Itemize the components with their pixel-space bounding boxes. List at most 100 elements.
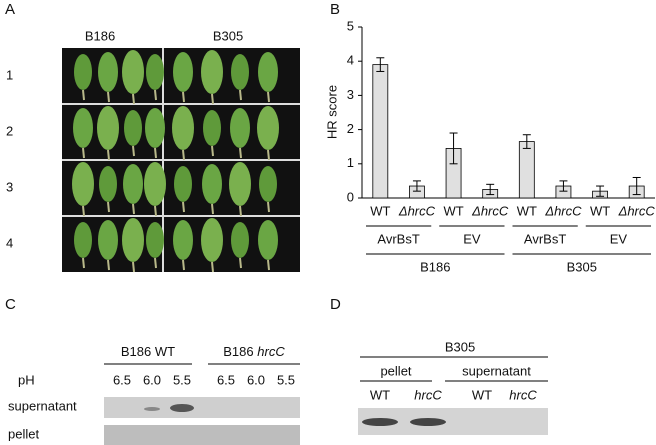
error-bar — [596, 185, 605, 197]
leaf — [201, 218, 223, 262]
petiole — [82, 147, 85, 159]
label: 6.0 — [143, 372, 161, 387]
leaf — [146, 222, 164, 258]
petiole — [239, 89, 242, 101]
label: ΔhrcC — [398, 203, 436, 218]
leaf — [231, 222, 249, 258]
leaf — [122, 218, 144, 262]
header: B186 WT — [121, 344, 175, 359]
leaf — [259, 166, 277, 202]
label: WT — [370, 203, 390, 218]
petiole — [267, 91, 270, 103]
leaf — [173, 52, 193, 92]
leaf — [72, 162, 94, 206]
label: 4 — [6, 235, 13, 250]
label: B305 — [213, 28, 243, 43]
panel-label: D — [330, 296, 341, 313]
petiole — [267, 201, 270, 213]
leaf — [124, 110, 142, 146]
label: ΔhrcC — [544, 203, 582, 218]
label: 5.5 — [277, 372, 295, 387]
band — [170, 404, 194, 412]
petiole — [182, 259, 185, 271]
label: pellet — [8, 426, 39, 441]
leaf — [258, 52, 278, 92]
label: AvrBsT — [524, 231, 566, 246]
label: 3 — [347, 87, 354, 102]
error-bar — [486, 183, 495, 196]
error-bar — [559, 180, 568, 192]
leaf — [144, 162, 166, 206]
label: 6.0 — [247, 372, 265, 387]
petiole — [82, 205, 85, 217]
error-bar — [412, 180, 421, 192]
label: hrcC — [509, 387, 537, 402]
petiole — [132, 261, 135, 273]
leaf — [201, 50, 223, 94]
petiole — [107, 91, 110, 103]
label: AvrBsT — [377, 231, 419, 246]
label: WT — [590, 203, 610, 218]
petiole — [182, 91, 185, 103]
error-bar — [632, 176, 641, 196]
petiole — [239, 257, 242, 269]
petiole — [154, 89, 157, 101]
petiole — [82, 89, 85, 101]
bar — [518, 141, 535, 199]
leaf — [229, 162, 251, 206]
panel-label: A — [5, 1, 15, 18]
leaf — [203, 110, 221, 146]
header: B186 hrcC — [223, 344, 285, 359]
leaf — [230, 108, 250, 148]
label: 0 — [347, 189, 354, 204]
leaf — [122, 50, 144, 94]
label: 5.5 — [173, 372, 191, 387]
petiole — [107, 149, 110, 161]
label: B186 — [85, 28, 115, 43]
petiole — [211, 261, 214, 273]
error-bar — [522, 134, 531, 149]
label: 5 — [347, 18, 354, 33]
petiole — [182, 201, 185, 213]
leaf — [173, 220, 193, 260]
bar — [372, 64, 389, 199]
leaf — [258, 220, 278, 260]
panel-label: B — [330, 1, 340, 18]
petiole — [239, 205, 242, 217]
label: 3 — [6, 179, 13, 194]
petiole — [211, 145, 214, 157]
leaf — [257, 106, 279, 150]
leaf — [73, 108, 93, 148]
leaf — [231, 54, 249, 90]
label: pellet — [380, 363, 411, 378]
strain: B186 — [121, 344, 151, 359]
label: WT — [443, 203, 463, 218]
strain: B186 — [223, 344, 253, 359]
label: supernatant — [462, 363, 531, 378]
leaf — [74, 54, 92, 90]
petiole — [154, 147, 157, 159]
petiole — [239, 147, 242, 159]
label: WT — [517, 203, 537, 218]
label: WT — [472, 387, 492, 402]
label: 2 — [347, 121, 354, 136]
error-bar — [376, 57, 385, 72]
band — [362, 418, 398, 426]
label: 1 — [6, 67, 13, 82]
label: ΔhrcC — [471, 203, 509, 218]
label: 2 — [6, 123, 13, 138]
leaf — [98, 52, 118, 92]
band — [144, 407, 160, 411]
label: B305 — [445, 339, 475, 354]
petiole — [267, 149, 270, 161]
leaf — [172, 106, 194, 150]
label: EV — [610, 231, 628, 246]
label: ΔhrcC — [618, 203, 656, 218]
leaf-photo — [62, 48, 300, 273]
label: EV — [463, 231, 481, 246]
leaf — [123, 164, 143, 204]
petiole — [107, 201, 110, 213]
leaf — [202, 164, 222, 204]
petiole — [154, 257, 157, 269]
